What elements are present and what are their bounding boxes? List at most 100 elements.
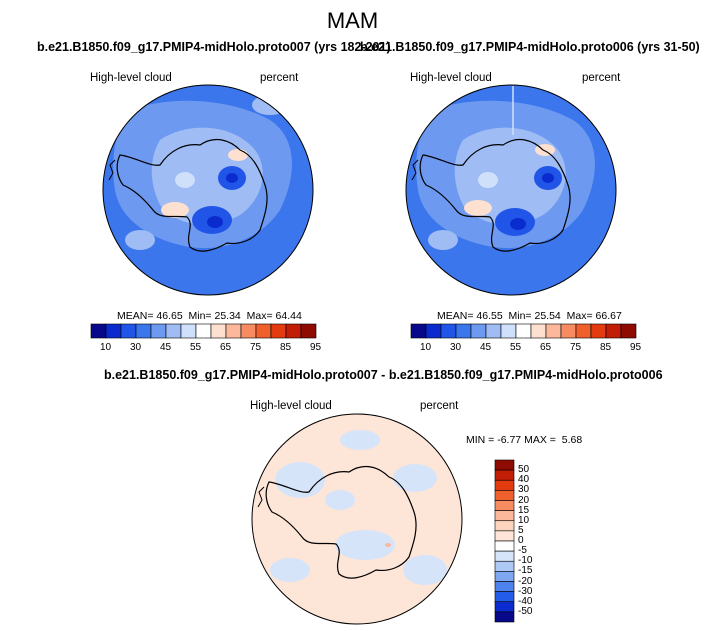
colorbar-diff — [494, 459, 515, 623]
colorbar-swatch — [195, 323, 212, 339]
colorbar-swatch — [590, 323, 607, 339]
colorbar-swatch — [494, 591, 515, 603]
colorbar-swatch — [605, 323, 622, 339]
colorbar-swatch — [494, 500, 515, 511]
colorbar-tick-label: -30 — [518, 585, 533, 597]
colorbar-tick-label: 45 — [480, 342, 492, 353]
colorbar-swatch — [120, 323, 137, 339]
diff-panel-title: b.e21.B1850.f09_g17.PMIP4-midHolo.proto0… — [104, 368, 663, 382]
colorbar-tick-label: 55 — [190, 342, 202, 353]
colorbar-tick-label: 85 — [600, 342, 612, 353]
colorbar-swatch — [494, 581, 515, 592]
colorbar-tick-label: 95 — [630, 342, 642, 353]
colorbar-swatch — [270, 323, 287, 339]
map-diff-border — [251, 413, 463, 625]
panel-left-title: b.e21.B1850.f09_g17.PMIP4-midHolo.proto0… — [37, 40, 391, 54]
colorbar-tick-label: 65 — [220, 342, 232, 353]
colorbar-swatch — [455, 323, 472, 339]
colorbar-swatch — [494, 490, 515, 501]
colorbar-swatch — [440, 323, 457, 339]
colorbar-tick-label: 10 — [518, 514, 530, 526]
map-left — [103, 85, 313, 295]
colorbar-swatch — [575, 323, 592, 339]
colorbar-swatch — [240, 323, 257, 339]
diff-panel-units: percent — [420, 400, 459, 412]
map-right-border — [405, 84, 617, 296]
diff-panel-minmax: MIN = -6.77 MAX = 5.68 — [466, 434, 583, 446]
colorbar-tick-label: -15 — [518, 565, 533, 577]
colorbar-swatch — [515, 323, 532, 339]
colorbar-swatch — [180, 323, 197, 339]
colorbar-right — [410, 323, 637, 339]
colorbar-swatch — [494, 520, 515, 532]
panel-right-variable: High-level cloud — [410, 72, 492, 84]
colorbar-tick-label: 15 — [518, 504, 530, 516]
colorbar-tick-label: 0 — [518, 535, 524, 546]
colorbar-tick-label: 5 — [518, 524, 524, 536]
colorbar-tick-label: 30 — [518, 484, 530, 496]
colorbar-swatch — [165, 323, 182, 339]
panel-right-units: percent — [582, 72, 621, 84]
colorbar-swatch — [530, 323, 547, 339]
colorbar-tick-label: 10 — [420, 342, 432, 353]
panel-left-stats: MEAN= 46.65 Min= 25.34 Max= 64.44 — [117, 310, 302, 322]
colorbar-tick-label: -50 — [518, 605, 533, 617]
colorbar-tick-label: 45 — [160, 342, 172, 353]
colorbar-tick-label: 20 — [518, 494, 530, 506]
colorbar-tick-label: 75 — [570, 342, 582, 353]
colorbar-tick-label: 55 — [510, 342, 522, 353]
panel-right-title: b.e21.B1850.f09_g17.PMIP4-midHolo.proto0… — [360, 40, 700, 54]
diff-panel-variable: High-level cloud — [250, 400, 332, 412]
colorbar-swatch — [225, 323, 242, 339]
colorbar-swatch — [410, 323, 427, 339]
colorbar-swatch — [150, 323, 167, 339]
map-diff — [252, 414, 462, 624]
colorbar-swatch — [494, 479, 515, 491]
colorbar-tick-label: -20 — [518, 575, 533, 587]
colorbar-tick-label: 30 — [130, 342, 142, 353]
colorbar-swatch — [210, 323, 227, 339]
colorbar-swatch — [255, 323, 272, 339]
colorbar-swatch — [300, 323, 317, 339]
colorbar-swatch — [90, 323, 107, 339]
colorbar-left — [90, 323, 317, 339]
colorbar-tick-label: 75 — [250, 342, 262, 353]
colorbar-swatch — [470, 323, 487, 339]
colorbar-tick-label: 65 — [540, 342, 552, 353]
colorbar-swatch — [494, 459, 515, 471]
colorbar-swatch — [135, 323, 152, 339]
colorbar-swatch — [545, 323, 562, 339]
colorbar-swatch — [494, 611, 515, 623]
colorbar-swatch — [494, 540, 515, 552]
colorbar-swatch — [425, 323, 442, 339]
colorbar-swatch — [620, 323, 637, 339]
colorbar-tick-label: 85 — [280, 342, 292, 353]
colorbar-tick-label: -10 — [518, 555, 533, 567]
colorbar-tick-label: 10 — [100, 342, 112, 353]
colorbar-swatch — [494, 469, 515, 481]
colorbar-swatch — [494, 571, 515, 582]
colorbar-swatch — [494, 601, 515, 613]
panel-left-units: percent — [260, 72, 299, 84]
colorbar-tick-label: 95 — [310, 342, 322, 353]
colorbar-swatch — [494, 530, 515, 542]
map-right — [406, 85, 616, 295]
colorbar-swatch — [105, 323, 122, 339]
colorbar-swatch — [285, 323, 302, 339]
colorbar-tick-label: -40 — [518, 595, 533, 607]
colorbar-tick-label: 40 — [518, 474, 530, 486]
panel-right-stats: MEAN= 46.55 Min= 25.54 Max= 66.67 — [437, 310, 622, 322]
panel-left-variable: High-level cloud — [90, 72, 172, 84]
colorbar-swatch — [560, 323, 577, 339]
colorbar-swatch — [500, 323, 517, 339]
colorbar-tick-label: 50 — [518, 464, 530, 476]
colorbar-swatch — [494, 510, 515, 522]
colorbar-tick-label: 30 — [450, 342, 462, 353]
colorbar-swatch — [494, 560, 515, 572]
colorbar-tick-label: -5 — [518, 545, 527, 557]
page-title: MAM — [326, 8, 379, 33]
colorbar-swatch — [485, 323, 502, 339]
map-left-border — [102, 84, 314, 296]
colorbar-swatch — [494, 550, 515, 562]
